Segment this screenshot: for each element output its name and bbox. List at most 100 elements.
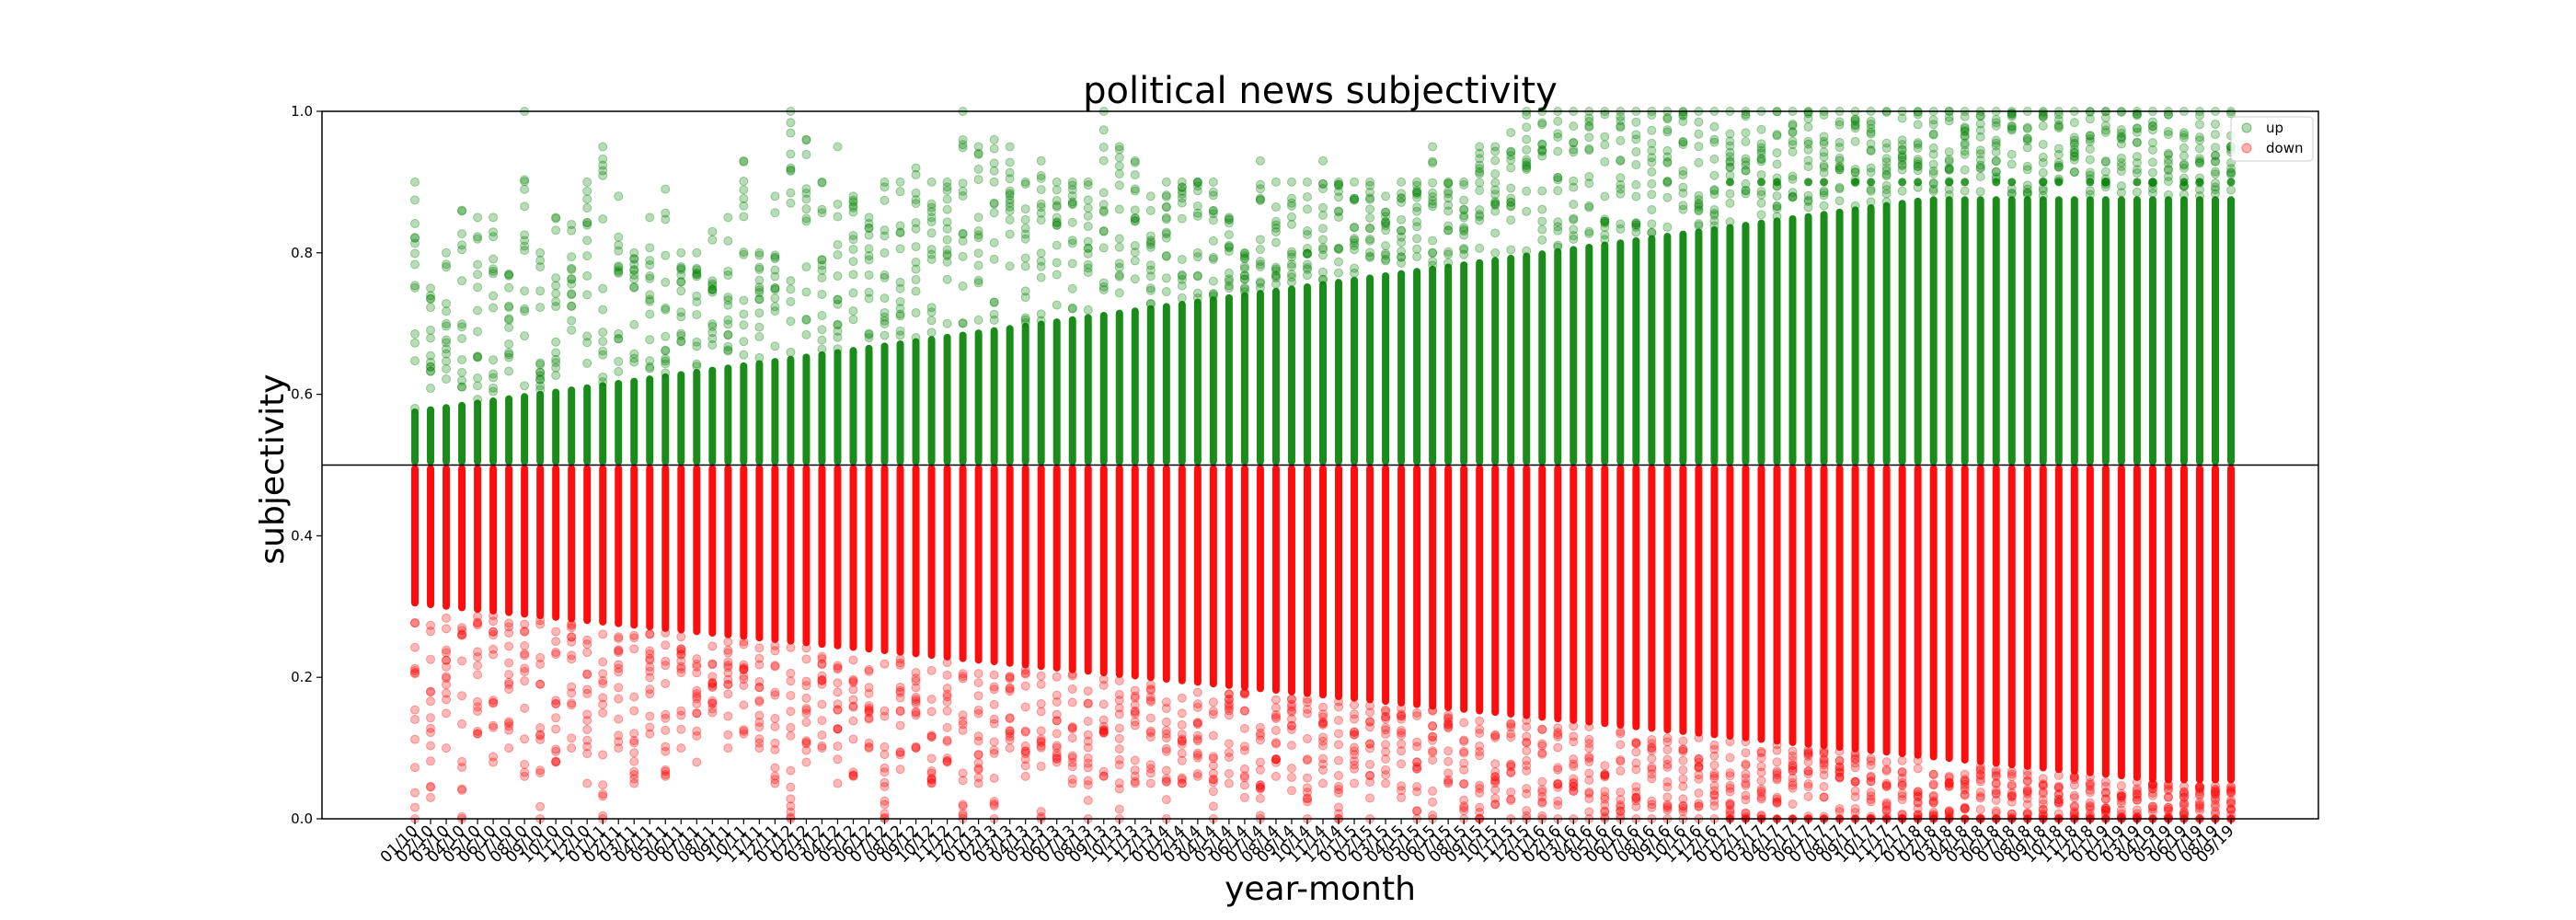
down-point [1725,737,1735,747]
up-point [551,302,561,312]
up-point [1522,164,1532,174]
up-point [457,355,467,365]
up-point [1756,187,1766,197]
up-point [1772,203,1782,213]
down-point [1522,805,1532,815]
up-point [1820,178,1829,187]
up-point [535,381,546,391]
down-point [1459,779,1469,789]
up-point [1302,230,1312,240]
up-point [833,212,843,222]
up-point [1397,247,1407,257]
down-point [1975,804,1985,814]
up-point [1381,212,1391,222]
up-point [1130,256,1140,266]
down-point [2116,791,2126,801]
down-point [723,689,733,699]
up-point [1960,149,1970,159]
down-point [1662,733,1673,743]
down-point [1302,783,1312,793]
up-point [1318,275,1328,285]
up-point [1145,239,1156,249]
down-dense-column [1068,465,1076,673]
up-point [489,227,499,237]
down-point [1490,759,1501,769]
up-point [551,288,561,298]
down-point [692,757,702,767]
up-point [661,359,671,369]
up-point [833,332,843,342]
up-point [1114,169,1124,179]
up-point [942,217,952,227]
up-dense-column [427,406,435,466]
up-point [1083,268,1093,278]
up-point [1239,248,1249,259]
up-point [973,226,983,236]
down-point [567,632,577,642]
down-point [614,632,624,642]
down-point [2007,769,2017,779]
down-point [1083,698,1093,708]
up-point [723,300,733,310]
down-point [1991,806,2001,816]
up-point [1114,180,1124,190]
up-point [661,277,671,287]
up-point [1490,178,1501,188]
down-point [535,619,546,629]
down-point [1114,696,1124,706]
up-point [1991,155,2001,166]
up-point [1052,185,1062,195]
down-dense-column [834,465,842,650]
down-point [661,725,671,735]
up-point [629,282,639,293]
up-point [676,337,686,347]
up-point [1537,204,1547,214]
down-point [2147,788,2157,798]
up-point [1098,285,1109,295]
down-point [1067,753,1077,763]
down-dense-column [1867,465,1875,754]
down-point [1459,765,1469,775]
up-point [1788,174,1798,184]
up-point [1475,164,1485,174]
up-point [2147,144,2157,155]
up-point [1318,224,1328,234]
down-point [754,710,765,720]
up-point [723,329,733,339]
up-point [1381,217,1391,227]
up-point [1286,261,1296,271]
down-point [1772,745,1782,755]
up-dense-column [1256,290,1264,466]
down-point [770,713,780,723]
up-point [598,328,608,338]
down-point [489,650,499,660]
up-point [489,213,499,223]
down-point [1569,721,1579,731]
up-point [520,246,530,256]
down-point [1286,764,1296,774]
up-point [1098,125,1109,135]
up-point [1522,186,1532,196]
down-point [410,668,420,678]
down-point [1145,680,1156,690]
up-point [801,329,811,339]
up-point [1224,281,1234,291]
down-point [535,801,546,811]
up-dense-column [802,353,811,466]
up-point [1161,227,1171,237]
down-point [598,707,608,718]
up-point [567,325,577,335]
up-point [2085,155,2095,165]
up-point [895,309,905,319]
down-dense-column [505,465,513,616]
up-point [2210,151,2220,161]
down-point [692,659,702,669]
up-point [911,163,921,173]
up-point [926,328,937,338]
up-point [1428,199,1438,209]
up-point [1192,177,1202,187]
up-dense-column [1068,316,1076,466]
down-point [426,620,436,630]
down-point [473,670,483,680]
